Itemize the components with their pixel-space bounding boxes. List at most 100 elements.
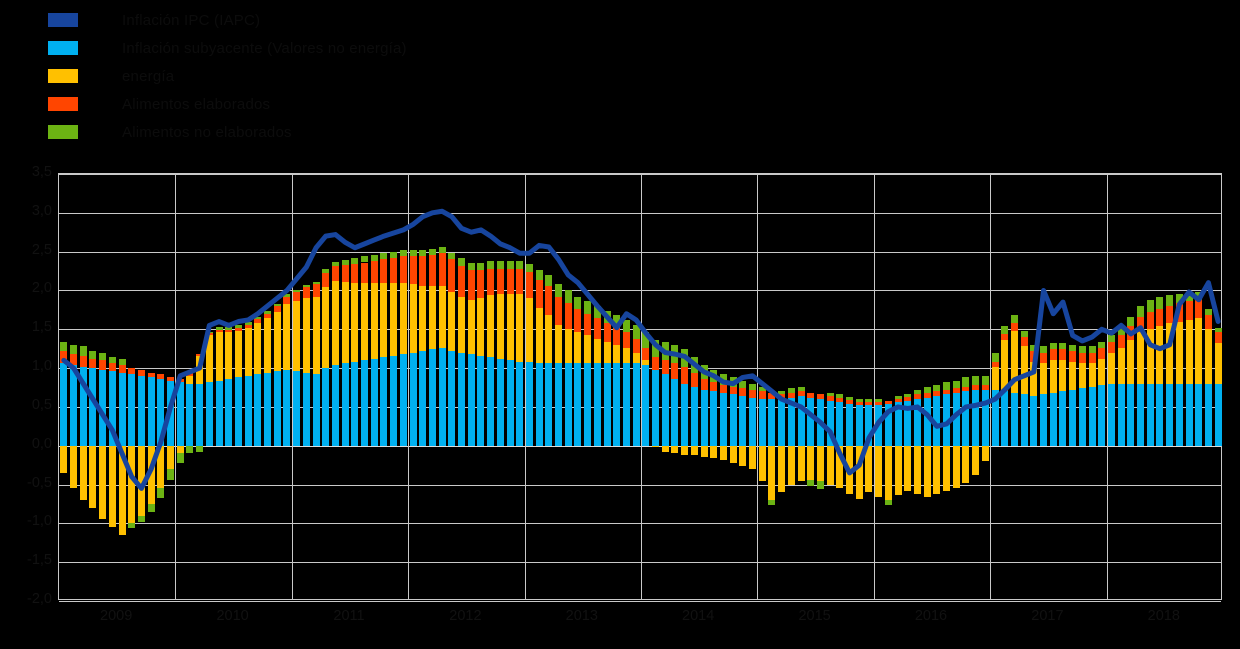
bar-segment-alim_no_elab bbox=[128, 523, 136, 529]
bar-segment-subyacente bbox=[390, 355, 398, 446]
bar-segment-alim_no_elab bbox=[1214, 327, 1222, 333]
bar-segment-subyacente bbox=[244, 375, 252, 446]
bar-segment-alim_no_elab bbox=[293, 289, 301, 292]
bar-segment-alim_elab bbox=[923, 392, 931, 398]
bar-segment-subyacente bbox=[681, 383, 689, 446]
y-axis-tick-label: -1,0 bbox=[27, 513, 52, 530]
bar-segment-alim_elab bbox=[419, 256, 427, 286]
gridline-v-year bbox=[524, 174, 526, 599]
gridline-h bbox=[59, 329, 1221, 331]
bar-segment-subyacente bbox=[933, 396, 941, 446]
y-axis-tick-label: -1,5 bbox=[27, 552, 52, 569]
bar-segment-subyacente bbox=[1117, 383, 1125, 446]
bar-segment-alim_elab bbox=[254, 319, 262, 324]
bar-segment-subyacente bbox=[807, 397, 815, 446]
bar-segment-alim_elab bbox=[99, 360, 107, 370]
bar-segment-alim_no_elab bbox=[380, 253, 388, 260]
gridline-h bbox=[59, 562, 1221, 564]
bar-segment-subyacente bbox=[60, 363, 68, 446]
bar-segment-alim_elab bbox=[438, 253, 446, 286]
bar-segment-alim_elab bbox=[322, 272, 330, 287]
bar-segment-subyacente bbox=[613, 363, 621, 446]
grid-lines bbox=[59, 174, 1221, 602]
bar-segment-alim_no_elab bbox=[545, 274, 553, 286]
bar-segment-alim_elab bbox=[816, 394, 824, 400]
bar-segment-energia bbox=[467, 299, 475, 355]
bar-segment-subyacente bbox=[972, 389, 980, 446]
bar-segment-energia bbox=[399, 282, 407, 355]
bar-segment-alim_elab bbox=[428, 254, 436, 286]
legend-item-alim_no_elab[interactable]: Alimentos no elaborados bbox=[48, 120, 292, 144]
bar-segment-alim_no_elab bbox=[962, 377, 970, 387]
legend-label-alim_elab: Alimentos elaborados bbox=[122, 95, 271, 113]
bar-segment-alim_elab bbox=[787, 392, 795, 398]
bar-segment-alim_no_elab bbox=[234, 324, 242, 328]
bar-segment-subyacente bbox=[234, 377, 242, 446]
bar-segment-energia bbox=[1069, 361, 1077, 390]
bar-segment-alim_elab bbox=[283, 296, 291, 305]
legend-item-alim_elab[interactable]: Alimentos elaborados bbox=[48, 92, 270, 116]
bar-segment-alim_elab bbox=[264, 313, 272, 319]
bar-segment-alim_no_elab bbox=[923, 386, 931, 393]
line-path-general bbox=[61, 208, 1221, 491]
bar-segment-alim_no_elab bbox=[390, 251, 398, 258]
bar-segment-energia bbox=[419, 285, 427, 351]
bar-segment-energia bbox=[1185, 319, 1193, 384]
bar-segment-alim_no_elab bbox=[933, 385, 941, 392]
bar-segment-alim_elab bbox=[739, 388, 747, 397]
bar-segment-alim_elab bbox=[225, 330, 233, 333]
bar-segment-subyacente bbox=[632, 363, 640, 446]
bar-segment-alim_no_elab bbox=[118, 358, 126, 365]
bar-segment-alim_elab bbox=[749, 389, 757, 398]
bar-segment-energia bbox=[448, 292, 456, 351]
legend-swatch-green bbox=[48, 125, 78, 139]
bar-segment-subyacente bbox=[1001, 391, 1009, 446]
bar-segment-energia bbox=[70, 445, 78, 489]
bar-segment-energia bbox=[690, 445, 698, 456]
bar-segment-alim_no_elab bbox=[981, 375, 989, 386]
bar-segment-subyacente bbox=[904, 400, 912, 446]
legend-item-general[interactable]: Inflación IPC (IAPC) bbox=[48, 8, 260, 32]
bar-segment-energia bbox=[671, 445, 679, 454]
bar-segment-energia bbox=[99, 445, 107, 520]
bar-segment-alim_elab bbox=[234, 327, 242, 331]
bar-segment-energia bbox=[1127, 340, 1135, 384]
bar-segment-alim_no_elab bbox=[264, 311, 272, 314]
bar-segment-alim_elab bbox=[108, 363, 116, 372]
bar-segment-alim_no_elab bbox=[613, 315, 621, 328]
bar-segment-subyacente bbox=[312, 374, 320, 446]
bar-segment-alim_no_elab bbox=[991, 352, 999, 362]
legend-swatch-orange bbox=[48, 97, 78, 111]
inflation-line-series bbox=[61, 208, 1221, 491]
bar-segment-subyacente bbox=[1030, 396, 1038, 446]
bar-segment-subyacente bbox=[302, 372, 310, 446]
bar-segment-alim_elab bbox=[807, 392, 815, 398]
y-axis-tick-label: 0,0 bbox=[31, 435, 52, 452]
bar-segment-alim_elab bbox=[710, 382, 718, 392]
bar-segment-alim_no_elab bbox=[564, 290, 572, 303]
legend-item-subyacente[interactable]: Inflación subyacente (Valores no energía… bbox=[48, 36, 407, 60]
bar-segment-alim_no_elab bbox=[632, 324, 640, 339]
bar-segment-subyacente bbox=[1069, 389, 1077, 446]
bar-segment-subyacente bbox=[1156, 383, 1164, 446]
legend-label-subyacente: Inflación subyacente (Valores no energía… bbox=[122, 39, 407, 57]
bar-segment-subyacente bbox=[293, 371, 301, 446]
legend-item-energia[interactable]: energía bbox=[48, 64, 174, 88]
bar-segment-alim_no_elab bbox=[370, 254, 378, 261]
bar-segment-alim_elab bbox=[1010, 323, 1018, 331]
bar-segment-energia bbox=[128, 445, 136, 524]
bar-segment-alim_elab bbox=[933, 391, 941, 397]
bar-segment-subyacente bbox=[710, 391, 718, 446]
bar-segment-alim_elab bbox=[1156, 309, 1164, 327]
bar-segment-alim_no_elab bbox=[1175, 293, 1183, 303]
bar-segment-alim_no_elab bbox=[739, 380, 747, 389]
bar-segment-alim_no_elab bbox=[642, 332, 650, 348]
bar-segment-subyacente bbox=[399, 354, 407, 446]
bar-segment-energia bbox=[1078, 363, 1086, 389]
bar-segment-alim_elab bbox=[1185, 301, 1193, 320]
bar-segment-alim_no_elab bbox=[758, 386, 766, 392]
bar-segment-alim_no_elab bbox=[952, 380, 960, 389]
bar-segment-alim_elab bbox=[729, 386, 737, 395]
bar-segment-alim_elab bbox=[652, 357, 660, 370]
y-axis-tick-label: 2,0 bbox=[31, 280, 52, 297]
